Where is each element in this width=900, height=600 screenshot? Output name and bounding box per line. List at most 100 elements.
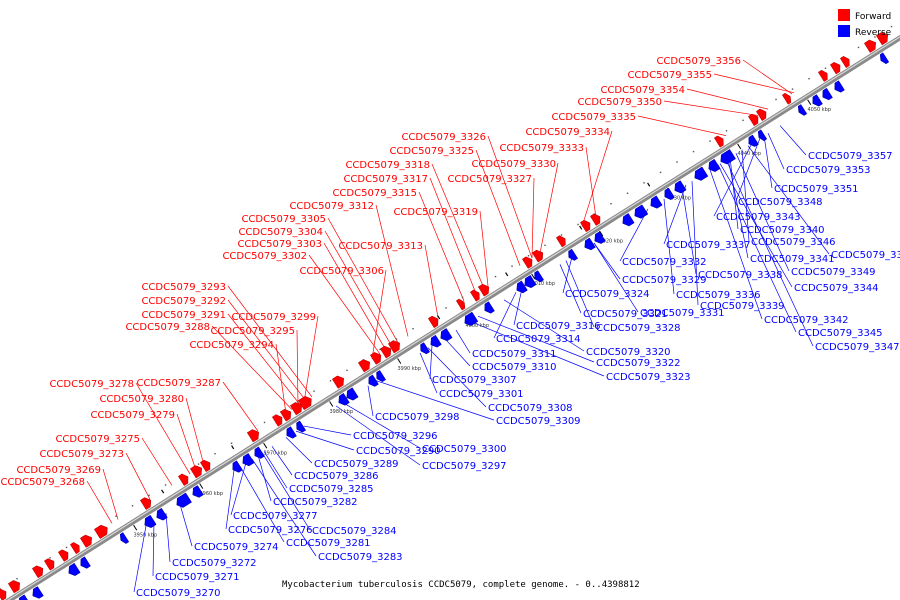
forward-gene-label[interactable]: CCDC5079_3350 (577, 97, 662, 108)
reverse-gene-arrow[interactable] (694, 166, 709, 181)
forward-gene-label[interactable]: CCDC5079_3294 (189, 340, 274, 351)
forward-gene-arrow[interactable] (875, 32, 888, 46)
forward-gene-label[interactable]: CCDC5079_3315 (332, 188, 417, 199)
reverse-gene-arrow[interactable] (484, 301, 495, 314)
reverse-gene-label[interactable]: CCDC5079_3286 (294, 471, 379, 482)
forward-gene-arrow[interactable] (477, 283, 490, 297)
reverse-gene-arrow[interactable] (464, 311, 479, 326)
reverse-gene-label[interactable]: CCDC5079_3352 (831, 250, 900, 261)
forward-gene-arrow[interactable] (43, 558, 55, 571)
reverse-gene-arrow[interactable] (376, 370, 387, 382)
reverse-gene-arrow[interactable] (254, 446, 265, 459)
forward-gene-arrow[interactable] (427, 315, 439, 329)
forward-gene-arrow[interactable] (189, 465, 202, 479)
forward-gene-label[interactable]: CCDC5079_3302 (222, 251, 307, 262)
reverse-gene-label[interactable]: CCDC5079_3307 (432, 375, 517, 386)
reverse-gene-arrow[interactable] (720, 149, 736, 165)
reverse-gene-arrow[interactable] (797, 104, 808, 116)
forward-gene-arrow[interactable] (555, 235, 566, 248)
reverse-gene-label[interactable]: CCDC5079_3277 (233, 511, 318, 522)
reverse-gene-label[interactable]: CCDC5079_3343 (716, 212, 801, 223)
reverse-gene-label[interactable]: CCDC5079_3329 (622, 275, 707, 286)
forward-gene-arrow[interactable] (69, 542, 80, 555)
forward-gene-arrow[interactable] (747, 113, 759, 127)
forward-gene-arrow[interactable] (0, 588, 7, 600)
reverse-gene-label[interactable]: CCDC5079_3322 (596, 358, 681, 369)
forward-gene-label[interactable]: CCDC5079_3319 (393, 207, 478, 218)
reverse-gene-label[interactable]: CCDC5079_3346 (751, 237, 836, 248)
reverse-gene-label[interactable]: CCDC5079_3276 (228, 525, 313, 536)
forward-gene-arrow[interactable] (469, 289, 480, 302)
reverse-gene-label[interactable]: CCDC5079_3348 (738, 197, 823, 208)
reverse-gene-label[interactable]: CCDC5079_3337 (666, 240, 751, 251)
reverse-gene-label[interactable]: CCDC5079_3296 (353, 431, 438, 442)
reverse-gene-arrow[interactable] (674, 180, 687, 194)
reverse-gene-arrow[interactable] (346, 387, 359, 401)
reverse-gene-arrow[interactable] (748, 134, 759, 147)
forward-gene-arrow[interactable] (93, 524, 108, 539)
forward-gene-arrow[interactable] (839, 56, 850, 69)
forward-gene-arrow[interactable] (297, 396, 312, 411)
reverse-gene-arrow[interactable] (757, 129, 768, 142)
forward-gene-arrow[interactable] (177, 473, 189, 486)
forward-gene-label[interactable]: CCDC5079_3273 (39, 449, 124, 460)
forward-gene-label[interactable]: CCDC5079_3327 (447, 174, 532, 185)
forward-gene-arrow[interactable] (357, 359, 370, 373)
reverse-gene-label[interactable]: CCDC5079_3351 (774, 184, 859, 195)
reverse-gene-arrow[interactable] (834, 80, 845, 93)
reverse-gene-arrow[interactable] (594, 231, 606, 244)
reverse-gene-label[interactable]: CCDC5079_3272 (172, 558, 257, 569)
reverse-gene-arrow[interactable] (156, 507, 168, 521)
forward-gene-arrow[interactable] (755, 108, 767, 122)
reverse-gene-arrow[interactable] (568, 248, 579, 261)
reverse-gene-label[interactable]: CCDC5079_3336 (676, 290, 761, 301)
reverse-gene-arrow[interactable] (68, 562, 81, 576)
reverse-gene-label[interactable]: CCDC5079_3340 (740, 225, 825, 236)
reverse-gene-label[interactable]: CCDC5079_3339 (700, 301, 785, 312)
reverse-gene-arrow[interactable] (18, 594, 30, 600)
forward-gene-arrow[interactable] (199, 459, 211, 473)
forward-gene-arrow[interactable] (279, 408, 292, 422)
forward-gene-label[interactable]: CCDC5079_3292 (141, 296, 226, 307)
reverse-gene-arrow[interactable] (708, 158, 721, 172)
reverse-gene-label[interactable]: CCDC5079_3344 (794, 283, 879, 294)
forward-gene-arrow[interactable] (817, 69, 828, 82)
reverse-gene-arrow[interactable] (812, 94, 823, 107)
reverse-gene-label[interactable]: CCDC5079_3271 (155, 572, 240, 583)
reverse-gene-arrow[interactable] (440, 328, 453, 342)
forward-gene-label[interactable]: CCDC5079_3291 (141, 310, 226, 321)
forward-gene-label[interactable]: CCDC5079_3269 (16, 465, 101, 476)
reverse-gene-label[interactable]: CCDC5079_3314 (496, 334, 581, 345)
reverse-gene-arrow[interactable] (32, 586, 44, 599)
forward-gene-label[interactable]: CCDC5079_3275 (55, 434, 140, 445)
forward-gene-label[interactable]: CCDC5079_3356 (656, 56, 741, 67)
reverse-gene-arrow[interactable] (420, 342, 431, 355)
forward-gene-label[interactable]: CCDC5079_3268 (0, 477, 85, 488)
reverse-gene-label[interactable]: CCDC5079_3347 (815, 342, 900, 353)
forward-gene-arrow[interactable] (713, 135, 724, 148)
forward-gene-label[interactable]: CCDC5079_3295 (210, 326, 295, 337)
reverse-gene-arrow[interactable] (430, 334, 442, 348)
forward-gene-label[interactable]: CCDC5079_3305 (241, 214, 326, 225)
reverse-gene-label[interactable]: CCDC5079_3321 (583, 309, 668, 320)
reverse-gene-label[interactable]: CCDC5079_3298 (375, 412, 460, 423)
forward-gene-arrow[interactable] (387, 340, 400, 354)
forward-gene-arrow[interactable] (246, 429, 259, 443)
reverse-gene-arrow[interactable] (524, 274, 537, 289)
forward-gene-arrow[interactable] (863, 39, 876, 53)
forward-gene-label[interactable]: CCDC5079_3280 (99, 394, 184, 405)
forward-gene-label[interactable]: CCDC5079_3279 (90, 410, 175, 421)
reverse-gene-arrow[interactable] (664, 187, 675, 200)
reverse-gene-label[interactable]: CCDC5079_3283 (318, 552, 403, 563)
forward-gene-label[interactable]: CCDC5079_3326 (401, 132, 486, 143)
reverse-gene-arrow[interactable] (822, 87, 833, 101)
forward-gene-label[interactable]: CCDC5079_3333 (499, 143, 584, 154)
reverse-gene-arrow[interactable] (516, 280, 528, 294)
reverse-gene-arrow[interactable] (534, 270, 545, 283)
reverse-gene-label[interactable]: CCDC5079_3349 (791, 267, 876, 278)
reverse-gene-label[interactable]: CCDC5079_3341 (750, 254, 835, 265)
reverse-gene-label[interactable]: CCDC5079_3331 (640, 308, 725, 319)
reverse-gene-arrow[interactable] (296, 420, 307, 433)
reverse-gene-label[interactable]: CCDC5079_3270 (136, 588, 221, 599)
reverse-gene-label[interactable]: CCDC5079_3311 (472, 349, 557, 360)
